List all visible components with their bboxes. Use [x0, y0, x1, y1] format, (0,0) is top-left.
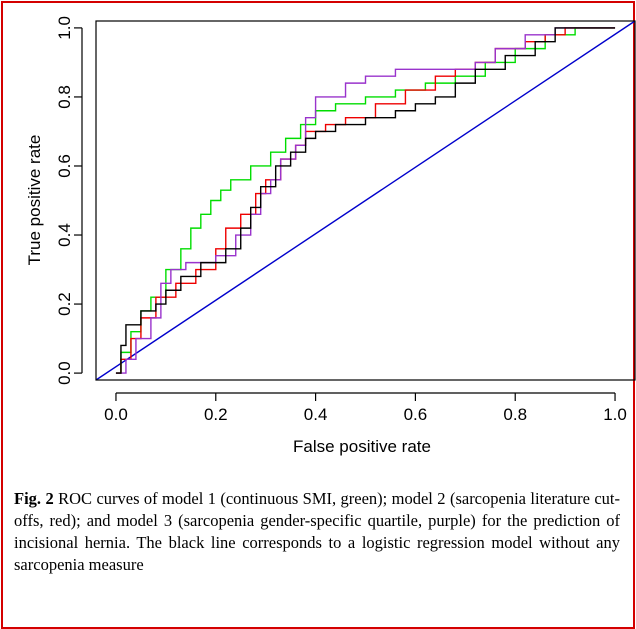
x-tick-label: 0.0 — [104, 405, 128, 424]
x-tick-label: 1.0 — [603, 405, 627, 424]
y-tick-label: 0.0 — [55, 361, 74, 385]
y-tick-label: 0.8 — [55, 85, 74, 109]
y-tick-label: 0.2 — [55, 292, 74, 316]
y-tick-label: 1.0 — [55, 16, 74, 40]
x-tick-label: 0.6 — [404, 405, 428, 424]
x-axis-label: False positive rate — [293, 437, 431, 456]
series-line-4 — [115, 27, 616, 374]
x-tick-label: 0.8 — [503, 405, 527, 424]
x-tick-label: 0.4 — [304, 405, 328, 424]
y-axis-label: True positive rate — [25, 135, 44, 266]
roc-chart: 0.0 0.2 0.4 0.6 0.8 1.0 0.0 0.2 0.4 0.6 0.8 1.0 Fal… — [25, 16, 636, 456]
y-tick-label: 0.4 — [55, 223, 74, 247]
series-line-0 — [95, 20, 636, 381]
series-layer — [95, 20, 636, 381]
plot-area-box — [95, 20, 636, 381]
series-line-3 — [115, 27, 616, 374]
y-tick-label: 0.6 — [55, 154, 74, 178]
x-tick-label: 0.2 — [204, 405, 228, 424]
caption-text: ROC curves of model 1 (continuous SMI, g… — [14, 489, 620, 574]
caption-label: Fig. 2 — [14, 489, 54, 508]
figure-caption: Fig. 2 ROC curves of model 1 (continuous… — [14, 488, 620, 576]
axes-layer: 0.0 0.2 0.4 0.6 0.8 1.0 0.0 0.2 0.4 0.6 0.8 1.0 — [55, 16, 627, 424]
